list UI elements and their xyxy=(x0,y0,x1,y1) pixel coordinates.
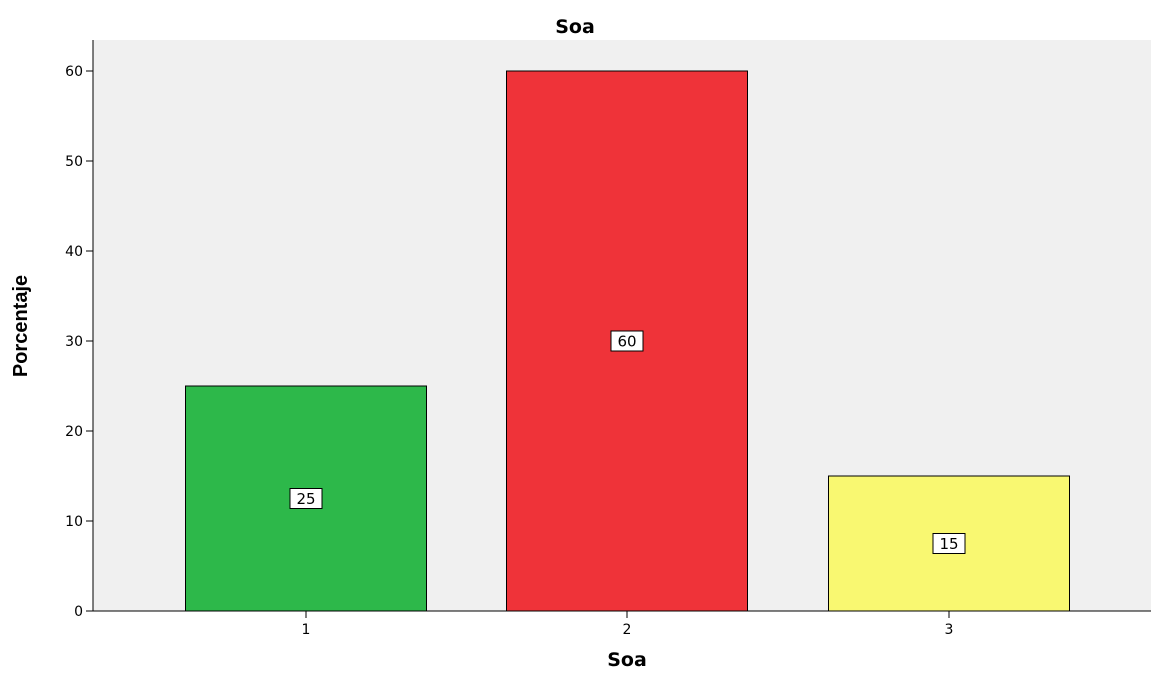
data-label-box xyxy=(610,330,644,352)
y-axis-title: Porcentaje xyxy=(10,275,32,377)
y-tick-label: 10 xyxy=(65,514,83,530)
data-label-box xyxy=(932,533,966,554)
y-tick-label: 20 xyxy=(65,424,83,440)
data-label: 25 xyxy=(296,490,315,508)
x-axis-title: Soa xyxy=(607,649,647,671)
data-label-box xyxy=(289,488,323,509)
data-label: 15 xyxy=(939,535,958,553)
chart-title: Soa xyxy=(555,16,595,38)
data-label: 60 xyxy=(617,333,636,351)
x-tick-label: 2 xyxy=(623,622,632,638)
y-tick-label: 40 xyxy=(65,244,83,260)
x-tick-label: 1 xyxy=(302,622,311,638)
y-tick-label: 30 xyxy=(65,334,83,350)
x-tick-label: 3 xyxy=(945,622,954,638)
y-tick-label: 0 xyxy=(74,604,83,620)
data-labels-group: 25 60 15 xyxy=(289,330,966,554)
x-axis-ticks: 1 2 3 xyxy=(302,611,954,638)
y-tick-label: 60 xyxy=(65,64,83,80)
y-axis-ticks: 0 10 20 30 40 50 60 xyxy=(65,64,93,620)
y-tick-label: 50 xyxy=(65,154,83,170)
